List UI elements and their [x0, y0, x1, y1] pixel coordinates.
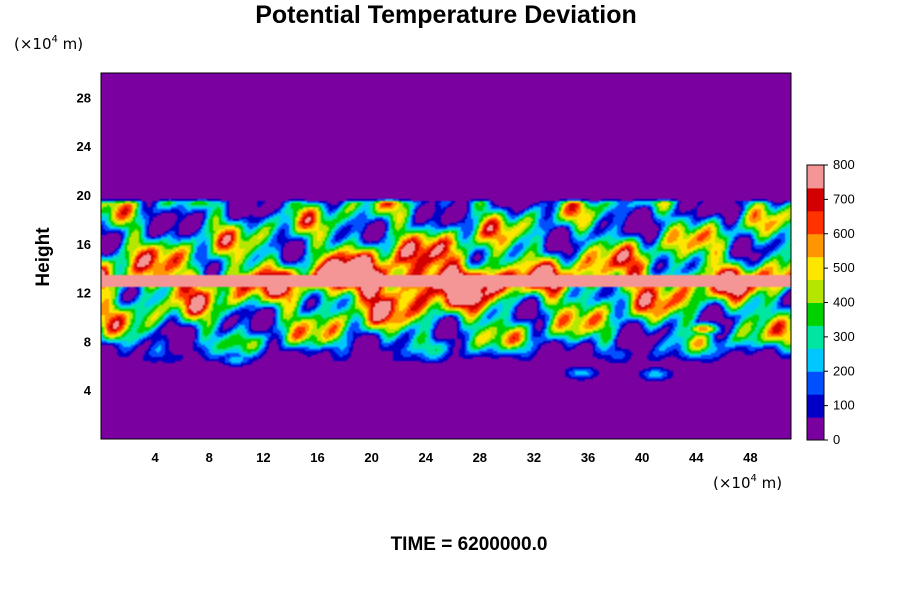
colorbar-band	[807, 302, 824, 326]
colorbar-bands	[807, 165, 824, 441]
colorbar: 0 100 200 300 400 500 600 700 800	[806, 157, 855, 447]
colorbar-band	[807, 417, 824, 441]
y-tick-label: 28	[77, 90, 91, 105]
colorbar-band	[807, 187, 824, 212]
colorbar-tick-label: 700	[833, 191, 855, 206]
x-tick-label: 28	[473, 450, 487, 465]
y-axis-ticks: 4 8 12 16 20 24 28	[77, 90, 92, 398]
colorbar-band	[807, 233, 824, 258]
x-tick-label: 24	[418, 450, 433, 465]
y-tick-label: 16	[77, 237, 91, 252]
chart-title: Potential Temperature Deviation	[255, 1, 637, 29]
colorbar-tick-label: 0	[833, 432, 840, 447]
colorbar-tick-label: 600	[833, 226, 855, 241]
temperature-field-heatmap	[101, 73, 791, 439]
colorbar-tick-label: 300	[833, 329, 855, 344]
x-axis-ticks: 4 8 12 16 20 24 28 32 36 40 44 48	[152, 450, 758, 465]
colorbar-tick-label: 800	[833, 157, 855, 172]
colorbar-tick-label: 100	[833, 398, 855, 413]
y-tick-label: 20	[77, 188, 91, 203]
colorbar-band	[807, 210, 824, 235]
colorbar-tick-label: 500	[833, 260, 855, 275]
x-tick-label: 20	[364, 450, 378, 465]
colorbar-tick-label: 200	[833, 363, 855, 378]
x-tick-label: 8	[206, 450, 213, 465]
x-tick-label: 40	[635, 450, 649, 465]
plot-frame	[100, 72, 792, 440]
y-tick-label: 8	[84, 334, 91, 349]
colorbar-ticks: 0 100 200 300 400 500 600 700 800	[824, 157, 855, 447]
y-axis-unit: (×104 m)	[14, 34, 83, 53]
time-label: TIME = 6200000.0	[391, 534, 548, 555]
plot-area	[100, 72, 792, 440]
colorbar-band	[807, 348, 824, 372]
x-tick-label: 32	[527, 450, 541, 465]
x-tick-label: 48	[743, 450, 757, 465]
x-tick-label: 44	[689, 450, 704, 465]
y-tick-label: 12	[77, 286, 91, 301]
x-tick-label: 16	[310, 450, 324, 465]
colorbar-band	[807, 325, 824, 349]
colorbar-band	[807, 394, 824, 418]
y-axis-label: Height	[33, 227, 54, 287]
y-tick-label: 24	[77, 139, 92, 154]
x-tick-label: 36	[581, 450, 595, 465]
x-tick-label: 4	[152, 450, 160, 465]
colorbar-band	[807, 256, 824, 281]
colorbar-band	[807, 165, 824, 189]
x-axis-unit: (×104 m)	[713, 473, 782, 492]
x-tick-label: 12	[256, 450, 270, 465]
colorbar-band	[807, 279, 824, 303]
colorbar-tick-label: 400	[833, 295, 855, 310]
colorbar-band	[807, 371, 824, 395]
y-tick-label: 4	[84, 383, 92, 398]
